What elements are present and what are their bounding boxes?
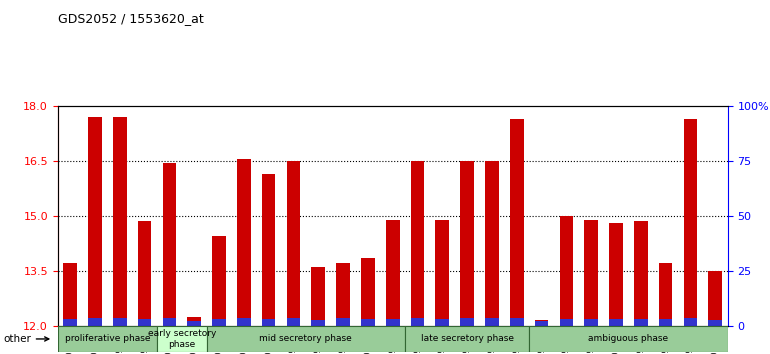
Bar <box>485 318 499 326</box>
Text: late secretory phase: late secretory phase <box>420 335 514 343</box>
Text: early secretory
phase: early secretory phase <box>148 329 216 349</box>
Bar <box>410 161 424 326</box>
Bar <box>213 319 226 326</box>
Bar <box>405 326 529 352</box>
Bar <box>529 326 728 352</box>
Bar <box>708 320 722 326</box>
Bar <box>187 316 201 326</box>
Bar <box>386 219 400 326</box>
Bar <box>113 318 126 326</box>
Bar <box>510 318 524 326</box>
Bar <box>206 326 405 352</box>
Bar <box>88 117 102 326</box>
Bar <box>286 318 300 326</box>
Bar <box>534 321 548 326</box>
Bar <box>63 319 77 326</box>
Bar <box>584 219 598 326</box>
Bar <box>534 320 548 326</box>
Bar <box>659 263 672 326</box>
Bar <box>684 318 698 326</box>
Text: GDS2052 / 1553620_at: GDS2052 / 1553620_at <box>58 12 203 25</box>
Text: other: other <box>3 334 49 344</box>
Text: proliferative phase: proliferative phase <box>65 335 150 343</box>
Bar <box>361 319 375 326</box>
Bar <box>162 163 176 326</box>
Bar <box>336 263 350 326</box>
Bar <box>88 318 102 326</box>
Bar <box>138 222 152 326</box>
Bar <box>659 319 672 326</box>
Bar <box>485 161 499 326</box>
Bar <box>510 119 524 326</box>
Bar <box>311 267 325 326</box>
Bar <box>584 319 598 326</box>
Bar <box>336 318 350 326</box>
Bar <box>187 321 201 326</box>
Bar <box>63 263 77 326</box>
Bar <box>162 318 176 326</box>
Bar <box>262 174 276 326</box>
Text: ambiguous phase: ambiguous phase <box>588 335 668 343</box>
Bar <box>237 318 251 326</box>
Bar <box>708 271 722 326</box>
Bar <box>609 319 623 326</box>
Bar <box>460 161 474 326</box>
Bar <box>609 223 623 326</box>
Bar <box>634 319 648 326</box>
Bar <box>634 222 648 326</box>
Bar <box>560 216 573 326</box>
Text: mid secretory phase: mid secretory phase <box>259 335 352 343</box>
Bar <box>113 117 126 326</box>
Bar <box>237 159 251 326</box>
Bar <box>560 319 573 326</box>
Bar <box>436 219 449 326</box>
Bar <box>386 319 400 326</box>
Bar <box>311 320 325 326</box>
Bar <box>157 326 206 352</box>
Bar <box>58 326 157 352</box>
Legend: count, percentile rank within the sample: count, percentile rank within the sample <box>44 352 243 354</box>
Bar <box>460 318 474 326</box>
Bar <box>361 258 375 326</box>
Bar <box>684 119 698 326</box>
Bar <box>138 319 152 326</box>
Bar <box>262 319 276 326</box>
Bar <box>436 319 449 326</box>
Bar <box>410 318 424 326</box>
Bar <box>213 236 226 326</box>
Bar <box>286 161 300 326</box>
